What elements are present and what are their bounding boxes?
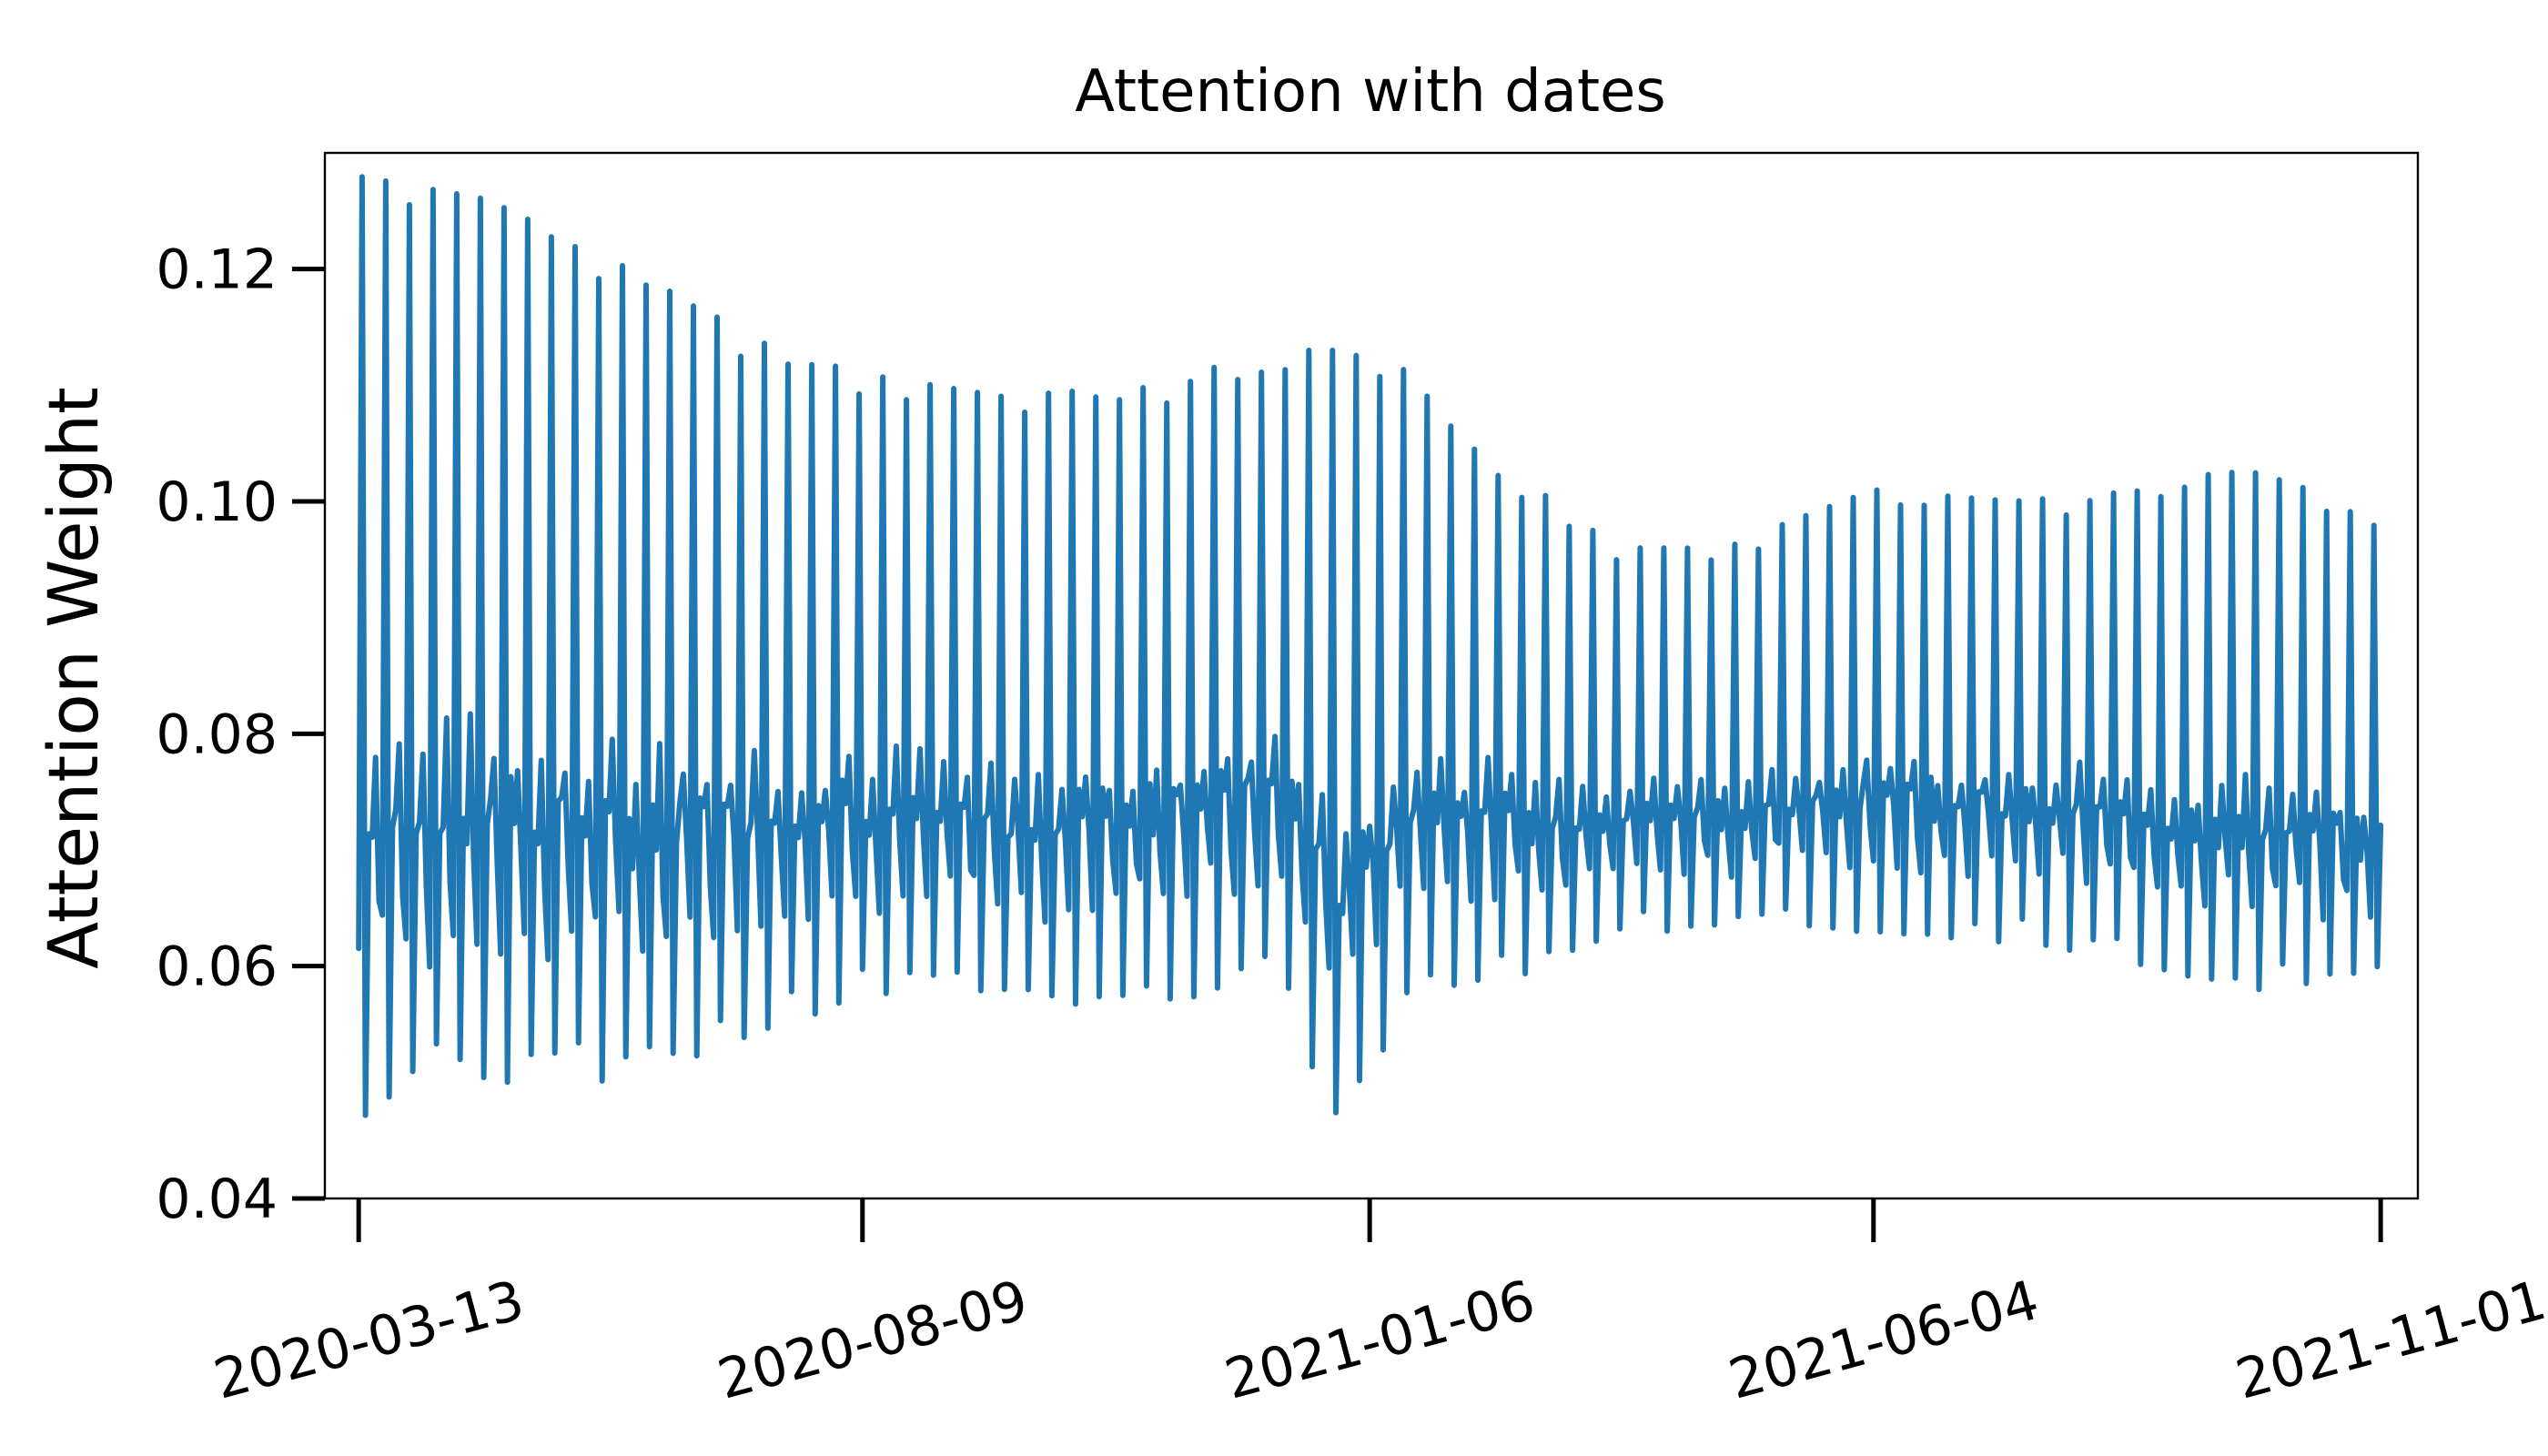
y-axis-label: Attention Weight bbox=[33, 387, 114, 969]
y-tick-label: 0.04 bbox=[156, 1168, 278, 1231]
y-tick-label: 0.10 bbox=[156, 470, 278, 534]
y-tick-label: 0.08 bbox=[156, 703, 278, 766]
chart-title: Attention with dates bbox=[1075, 58, 1666, 126]
y-tick-label: 0.12 bbox=[156, 238, 278, 302]
y-axis-ticks: 0.04 0.06 0.08 0.10 0.12 bbox=[156, 238, 325, 1231]
series-line-attention-weight bbox=[356, 174, 2384, 1118]
y-tick-label: 0.06 bbox=[156, 935, 278, 999]
